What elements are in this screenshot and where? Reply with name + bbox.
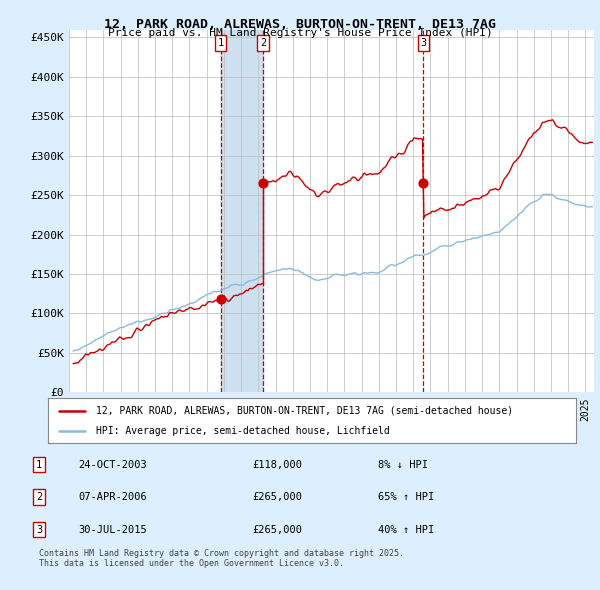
Text: 2: 2 [260, 38, 266, 48]
Text: HPI: Average price, semi-detached house, Lichfield: HPI: Average price, semi-detached house,… [95, 427, 389, 437]
Text: 3: 3 [36, 525, 42, 535]
Text: £265,000: £265,000 [252, 492, 302, 502]
Text: 2: 2 [36, 492, 42, 502]
Text: £265,000: £265,000 [252, 525, 302, 535]
Text: 8% ↓ HPI: 8% ↓ HPI [378, 460, 428, 470]
Text: 12, PARK ROAD, ALREWAS, BURTON-ON-TRENT, DE13 7AG: 12, PARK ROAD, ALREWAS, BURTON-ON-TRENT,… [104, 18, 496, 31]
Bar [221, 30, 263, 392]
Text: £118,000: £118,000 [252, 460, 302, 470]
Text: 1: 1 [218, 38, 224, 48]
Point [258, 179, 268, 188]
Text: 07-APR-2006: 07-APR-2006 [78, 492, 147, 502]
Point [418, 179, 428, 188]
Text: 1: 1 [36, 460, 42, 470]
Text: 24-OCT-2003: 24-OCT-2003 [78, 460, 147, 470]
Text: Price paid vs. HM Land Registry's House Price Index (HPI): Price paid vs. HM Land Registry's House … [107, 28, 493, 38]
Text: 12, PARK ROAD, ALREWAS, BURTON-ON-TRENT, DE13 7AG (semi-detached house): 12, PARK ROAD, ALREWAS, BURTON-ON-TRENT,… [95, 406, 512, 415]
Text: 30-JUL-2015: 30-JUL-2015 [78, 525, 147, 535]
Text: 3: 3 [420, 38, 427, 48]
Point [216, 294, 226, 304]
Text: Contains HM Land Registry data © Crown copyright and database right 2025.
This d: Contains HM Land Registry data © Crown c… [39, 549, 404, 568]
Text: 40% ↑ HPI: 40% ↑ HPI [378, 525, 434, 535]
Text: 65% ↑ HPI: 65% ↑ HPI [378, 492, 434, 502]
